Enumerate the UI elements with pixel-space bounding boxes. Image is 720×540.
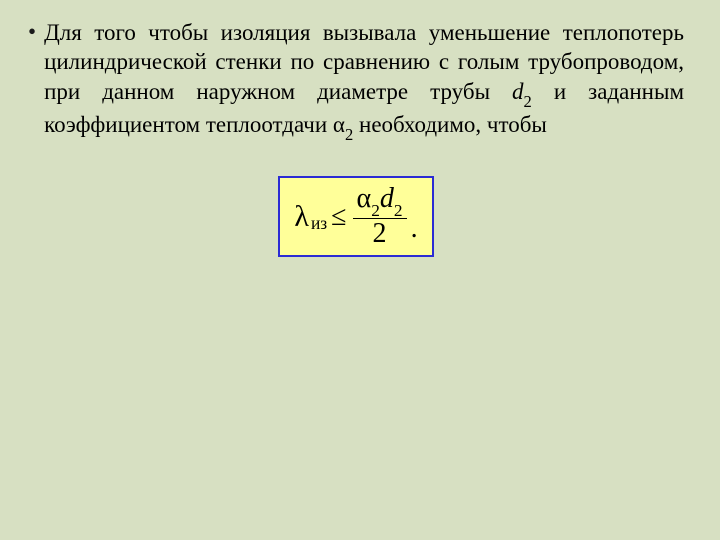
lambda-sym: λ (294, 200, 309, 234)
var-alpha: α (333, 112, 345, 137)
num-alpha-sub: 2 (371, 201, 380, 220)
var-d-sub: 2 (524, 92, 532, 111)
bullet-item: • Для того чтобы изоляция вызывала умень… (28, 18, 684, 142)
var-alpha-sub: 2 (345, 125, 353, 144)
text-part-3: необходимо, чтобы (353, 112, 547, 137)
num-d-sub: 2 (394, 201, 403, 220)
formula-lhs: λиз (294, 200, 327, 234)
slide: • Для того чтобы изоляция вызывала умень… (28, 18, 684, 522)
fraction: α2d2 2 (353, 184, 407, 248)
leq-operator: ≤ (331, 201, 346, 233)
bullet-paragraph: Для того чтобы изоляция вызывала уменьше… (44, 18, 684, 142)
fraction-denominator: 2 (369, 219, 391, 248)
var-d: d (512, 79, 524, 104)
bullet-glyph: • (28, 20, 36, 43)
formula-box: λиз ≤ α2d2 2 . (278, 176, 433, 256)
fraction-numerator: α2d2 (353, 184, 407, 219)
num-alpha: α (357, 183, 372, 214)
formula-period: . (411, 213, 418, 249)
formula-container: λиз ≤ α2d2 2 . (28, 176, 684, 256)
lambda-sub: из (311, 213, 327, 234)
num-d: d (380, 183, 394, 214)
